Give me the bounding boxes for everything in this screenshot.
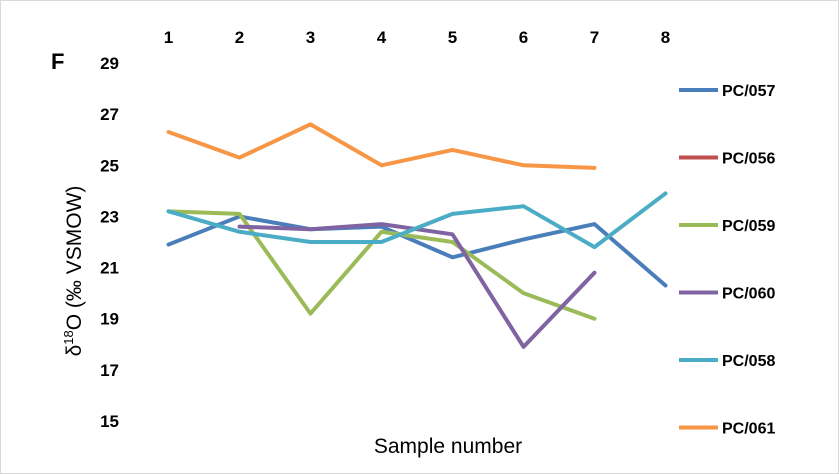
x-tick-labels: 1 2 3 4 5 6 7 8 xyxy=(164,28,670,47)
x-tick-label: 4 xyxy=(377,28,387,47)
x-tick-label: 3 xyxy=(306,28,315,47)
x-tick-label: 5 xyxy=(448,28,457,47)
series-line-pc-059 xyxy=(166,209,597,321)
legend: PC/057 PC/056 PC/059 PC/060 PC/058 PC/061 xyxy=(679,83,775,438)
series-line-pc-057 xyxy=(166,214,668,288)
y-tick-label: 23 xyxy=(100,207,119,226)
legend-label-pc-057: PC/057 xyxy=(722,83,775,100)
y-tick-label: 29 xyxy=(100,54,119,73)
series-line-pc-058 xyxy=(166,191,668,250)
x-tick-label: 2 xyxy=(235,28,244,47)
y-tick-label: 21 xyxy=(100,259,119,278)
panel-label: F xyxy=(51,49,64,74)
x-tick-label: 6 xyxy=(519,28,528,47)
y-tick-label: 15 xyxy=(100,412,119,431)
x-tick-label: 8 xyxy=(661,28,670,47)
series-line-pc-061 xyxy=(166,122,597,170)
x-tick-label: 7 xyxy=(590,28,599,47)
legend-label-pc-061: PC/061 xyxy=(722,421,775,438)
y-tick-label: 25 xyxy=(100,156,119,175)
legend-label-pc-059: PC/059 xyxy=(722,218,775,235)
y-tick-label: 17 xyxy=(100,361,119,380)
legend-label-pc-058: PC/058 xyxy=(722,353,775,370)
series-lines xyxy=(166,122,668,349)
x-tick-label: 1 xyxy=(164,28,173,47)
y-axis-title: δ18O (‰ VSMOW) xyxy=(61,186,86,357)
y-tick-label: 19 xyxy=(100,310,119,329)
legend-label-pc-056: PC/056 xyxy=(722,151,775,168)
y-tick-label: 27 xyxy=(100,105,119,124)
y-tick-labels: 15 17 19 21 23 25 27 29 xyxy=(100,54,119,431)
x-axis-title: Sample number xyxy=(374,435,522,458)
legend-label-pc-060: PC/060 xyxy=(722,286,775,303)
